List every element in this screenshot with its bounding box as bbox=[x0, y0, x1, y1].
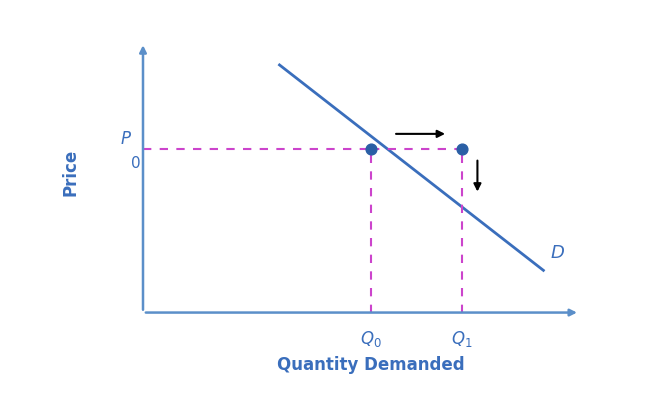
Point bbox=[456, 147, 467, 153]
Text: $P$: $P$ bbox=[120, 129, 131, 147]
Text: $Q_1$: $Q_1$ bbox=[450, 328, 473, 348]
Text: D: D bbox=[550, 243, 564, 261]
Text: $0$: $0$ bbox=[130, 155, 140, 170]
Point bbox=[365, 147, 376, 153]
Text: Quantity Demanded: Quantity Demanded bbox=[277, 355, 464, 373]
Text: Price: Price bbox=[61, 149, 79, 196]
Text: $Q_0$: $Q_0$ bbox=[359, 328, 382, 348]
